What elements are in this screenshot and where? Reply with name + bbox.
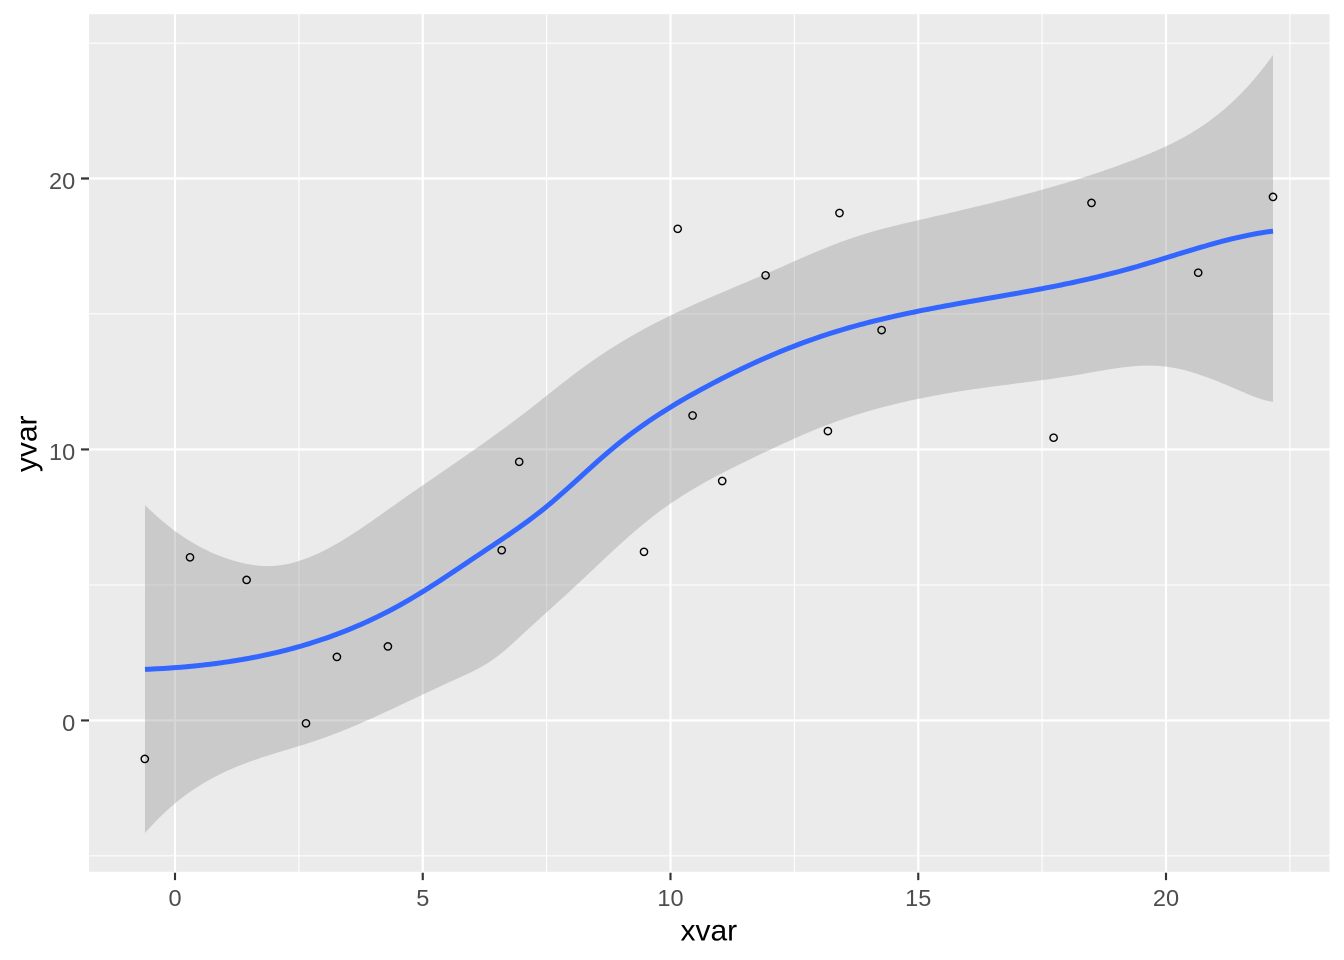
svg-text:yvar: yvar bbox=[11, 415, 44, 472]
svg-text:0: 0 bbox=[168, 885, 181, 911]
svg-text:20: 20 bbox=[1153, 885, 1179, 911]
svg-text:0: 0 bbox=[62, 710, 75, 736]
svg-text:5: 5 bbox=[416, 885, 429, 911]
svg-text:15: 15 bbox=[905, 885, 931, 911]
svg-text:10: 10 bbox=[49, 439, 75, 465]
svg-text:20: 20 bbox=[49, 168, 75, 194]
svg-text:xvar: xvar bbox=[680, 914, 737, 947]
svg-text:10: 10 bbox=[657, 885, 683, 911]
